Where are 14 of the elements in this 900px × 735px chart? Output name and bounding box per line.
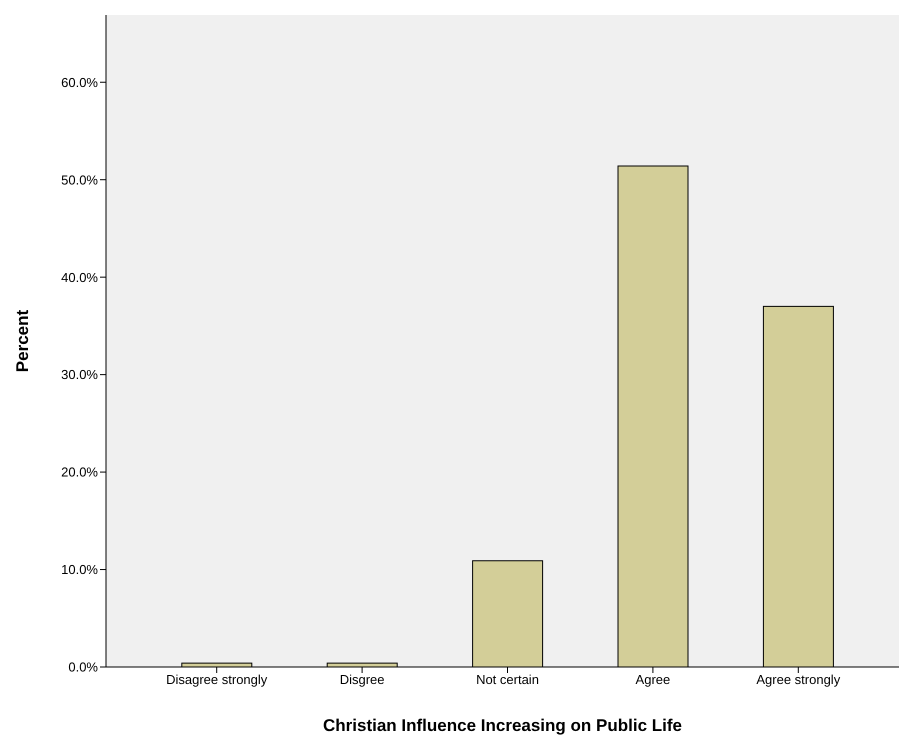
y-tick-label: 30.0% bbox=[61, 367, 98, 382]
y-tick-label: 0.0% bbox=[68, 660, 98, 675]
y-tick-label: 10.0% bbox=[61, 562, 98, 578]
x-axis-title: Christian Influence Increasing on Public Life bbox=[323, 716, 682, 735]
x-tick-label: Not certain bbox=[476, 672, 539, 688]
x-tick-label: Agree bbox=[636, 672, 670, 688]
x-tick-label: Disgree bbox=[340, 672, 384, 688]
y-tick-label: 40.0% bbox=[61, 270, 98, 285]
x-tick-label: Disagree strongly bbox=[166, 672, 268, 688]
y-axis-title: Percent bbox=[13, 309, 32, 372]
y-tick-label: 60.0% bbox=[61, 74, 98, 90]
x-tick-label: Agree strongly bbox=[756, 672, 841, 688]
y-tick-label: 20.0% bbox=[61, 464, 98, 480]
y-tick-label: 50.0% bbox=[61, 172, 98, 188]
